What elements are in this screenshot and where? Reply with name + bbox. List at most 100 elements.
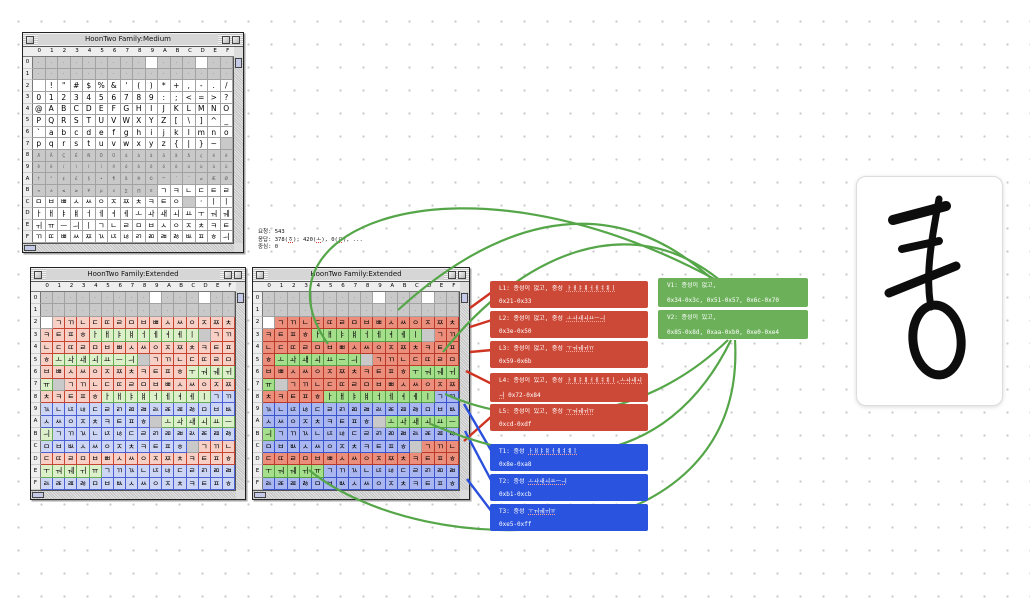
glyph-cell[interactable]: · [299,304,312,317]
glyph-cell[interactable]: ㄱ [158,184,171,197]
glyph-cell[interactable]: ã [170,150,183,162]
glyph-cell[interactable]: s [70,138,83,150]
glyph-cell[interactable]: ㅞ [434,366,447,379]
glyph-cell[interactable]: · [120,68,133,81]
glyph-cell[interactable]: e [95,126,108,139]
glyph-cell[interactable]: z [158,138,171,150]
glyph-cell[interactable]: ㄴ [108,219,121,232]
glyph-cell[interactable]: ㅅ [299,440,312,453]
horizontal-scrollbar[interactable] [253,490,460,499]
glyph-cell[interactable]: ^ [208,115,221,127]
glyph-cell[interactable]: ㅋ [263,329,276,342]
glyph-cell[interactable]: ê [33,161,46,174]
label-box-v1[interactable]: V1: 종성이 없고, 0x34-0x3c, 0x51-0x57, 0x6c-0… [658,278,808,307]
glyph-cell[interactable]: ㅁ [299,452,312,466]
glyph-cell[interactable]: · [397,292,410,305]
glyph-cell[interactable]: ㄷ [195,184,208,197]
glyph-cell[interactable]: ㅘ [65,353,78,367]
glyph-cell[interactable]: ㅈ [113,440,126,453]
glyph-cell[interactable]: Ç [58,150,71,162]
glyph-cell[interactable]: ㄾ [53,477,66,490]
glyph-cell[interactable]: ㅆ [410,378,423,391]
glyph-cell[interactable]: · [410,304,423,317]
glyph-cell[interactable]: ㅐ [336,391,349,404]
glyph-cell[interactable]: ㄴ [446,440,459,453]
glyph-cell[interactable]: ㅌ [220,219,233,232]
glyph-cell[interactable]: ㅄ [222,403,235,416]
glyph-cell[interactable]: m [195,126,208,139]
glyph-cell[interactable]: ㄾ [385,403,398,416]
glyph-cell[interactable]: ä [158,150,171,162]
glyph-cell[interactable]: ㅎ [222,477,235,490]
glyph-cell[interactable]: ≠ [195,173,208,185]
glyph-cell[interactable]: ㅡ [446,415,459,429]
glyph-cell[interactable]: ㅎ [446,477,459,490]
glyph-cell[interactable]: ㄳ [299,428,312,441]
glyph-cell[interactable]: ㄷ [89,403,102,416]
glyph-cell[interactable]: ㄷ [312,403,325,416]
zoom-box-icon[interactable] [224,270,232,279]
glyph-cell[interactable]: ㅒ [125,329,138,342]
glyph-cell[interactable]: ㅓ [150,391,163,404]
glyph-cell[interactable]: ㄲ [162,353,175,367]
glyph-cell[interactable]: f [108,126,121,139]
glyph-cell[interactable]: ㅑ [125,391,138,404]
glyph-cell[interactable]: ㅍ [299,391,312,404]
glyph-cell[interactable]: ㅗ [385,415,398,429]
glyph-cell[interactable]: ㅔ [162,391,175,404]
glyph-cell[interactable]: © [145,173,158,185]
glyph-cell[interactable]: ㄸ [45,231,58,243]
glyph-cell[interactable]: ~ [208,138,221,150]
label-box-t2[interactable]: T2: 중성 ㅗㅘㅙㅚㅛㅡㅢ 0xb1-0xcb [490,474,648,501]
glyph-cell[interactable]: · [195,196,208,209]
glyph-cell[interactable]: x [133,138,146,150]
glyph-cell[interactable]: ㄹ [410,465,423,478]
title-bar[interactable]: HoonTwo Family:Extended [253,268,469,282]
glyph-cell[interactable]: A [45,103,58,116]
glyph-cell[interactable]: ㄴ [138,465,151,478]
glyph-cell[interactable]: ㅟ [446,366,459,379]
glyph-cell[interactable]: ㄱ [95,219,108,232]
glyph-cell[interactable]: ㅋ [138,366,151,379]
glyph-cell[interactable]: ㄵ [108,231,121,243]
glyph-cell[interactable]: ㅌ [150,440,163,453]
glyph-cell[interactable]: ㄻ [385,428,398,441]
glyph-cell[interactable]: ㅛ [183,208,196,220]
glyph-cell[interactable]: F [108,103,121,116]
glyph-cell[interactable]: ㅏ [33,208,46,220]
glyph-cell[interactable]: ㅃ [336,341,349,354]
glyph-cell[interactable]: ô [145,161,158,174]
glyph-cell[interactable]: ㅒ [70,208,83,220]
glyph-cell[interactable]: ㄸ [324,316,337,330]
glyph-cell[interactable]: ㄴ [89,378,102,391]
glyph-cell[interactable]: ㅈ [77,415,90,429]
glyph-cell[interactable]: ㅋ [186,477,199,490]
glyph-cell[interactable]: J [158,103,171,116]
glyph-cell[interactable]: ㅗ [162,415,175,429]
glyph-cell[interactable]: ㅇ [65,415,78,429]
glyph-cell[interactable]: · [222,304,235,317]
glyph-cell[interactable]: · [65,304,78,317]
glyph-cell[interactable]: ㄽ [410,428,423,441]
glyph-cell[interactable]: ㅣ [220,196,233,209]
glyph-cell[interactable]: ㅌ [275,329,288,342]
glyph-cell[interactable]: · [95,68,108,81]
glyph-cell[interactable]: ㅀ [186,403,199,416]
glyph-cell[interactable]: ㅅ [158,219,171,232]
glyph-cell[interactable]: . [208,80,221,92]
glyph-cell[interactable] [186,440,199,453]
glyph-cell[interactable]: · [275,304,288,317]
glyph-cell[interactable]: % [95,80,108,92]
glyph-cell[interactable]: ㅂ [263,366,276,379]
glyph-cell[interactable]: ㅋ [186,452,199,466]
glyph-cell[interactable]: ㄺ [373,428,386,441]
glyph-cell[interactable] [41,316,54,330]
glyph-cell[interactable]: ㄷ [275,341,288,354]
glyph-cell[interactable]: ㄺ [336,403,349,416]
glyph-cell[interactable]: ㅁ [138,378,151,391]
glyph-cell[interactable]: ㅊ [174,477,187,490]
glyph-cell[interactable]: ㅇ [150,341,163,354]
glyph-cell[interactable]: ㅃ [58,196,71,209]
glyph-cell[interactable]: ㄸ [275,452,288,466]
glyph-cell[interactable]: · [33,68,46,81]
